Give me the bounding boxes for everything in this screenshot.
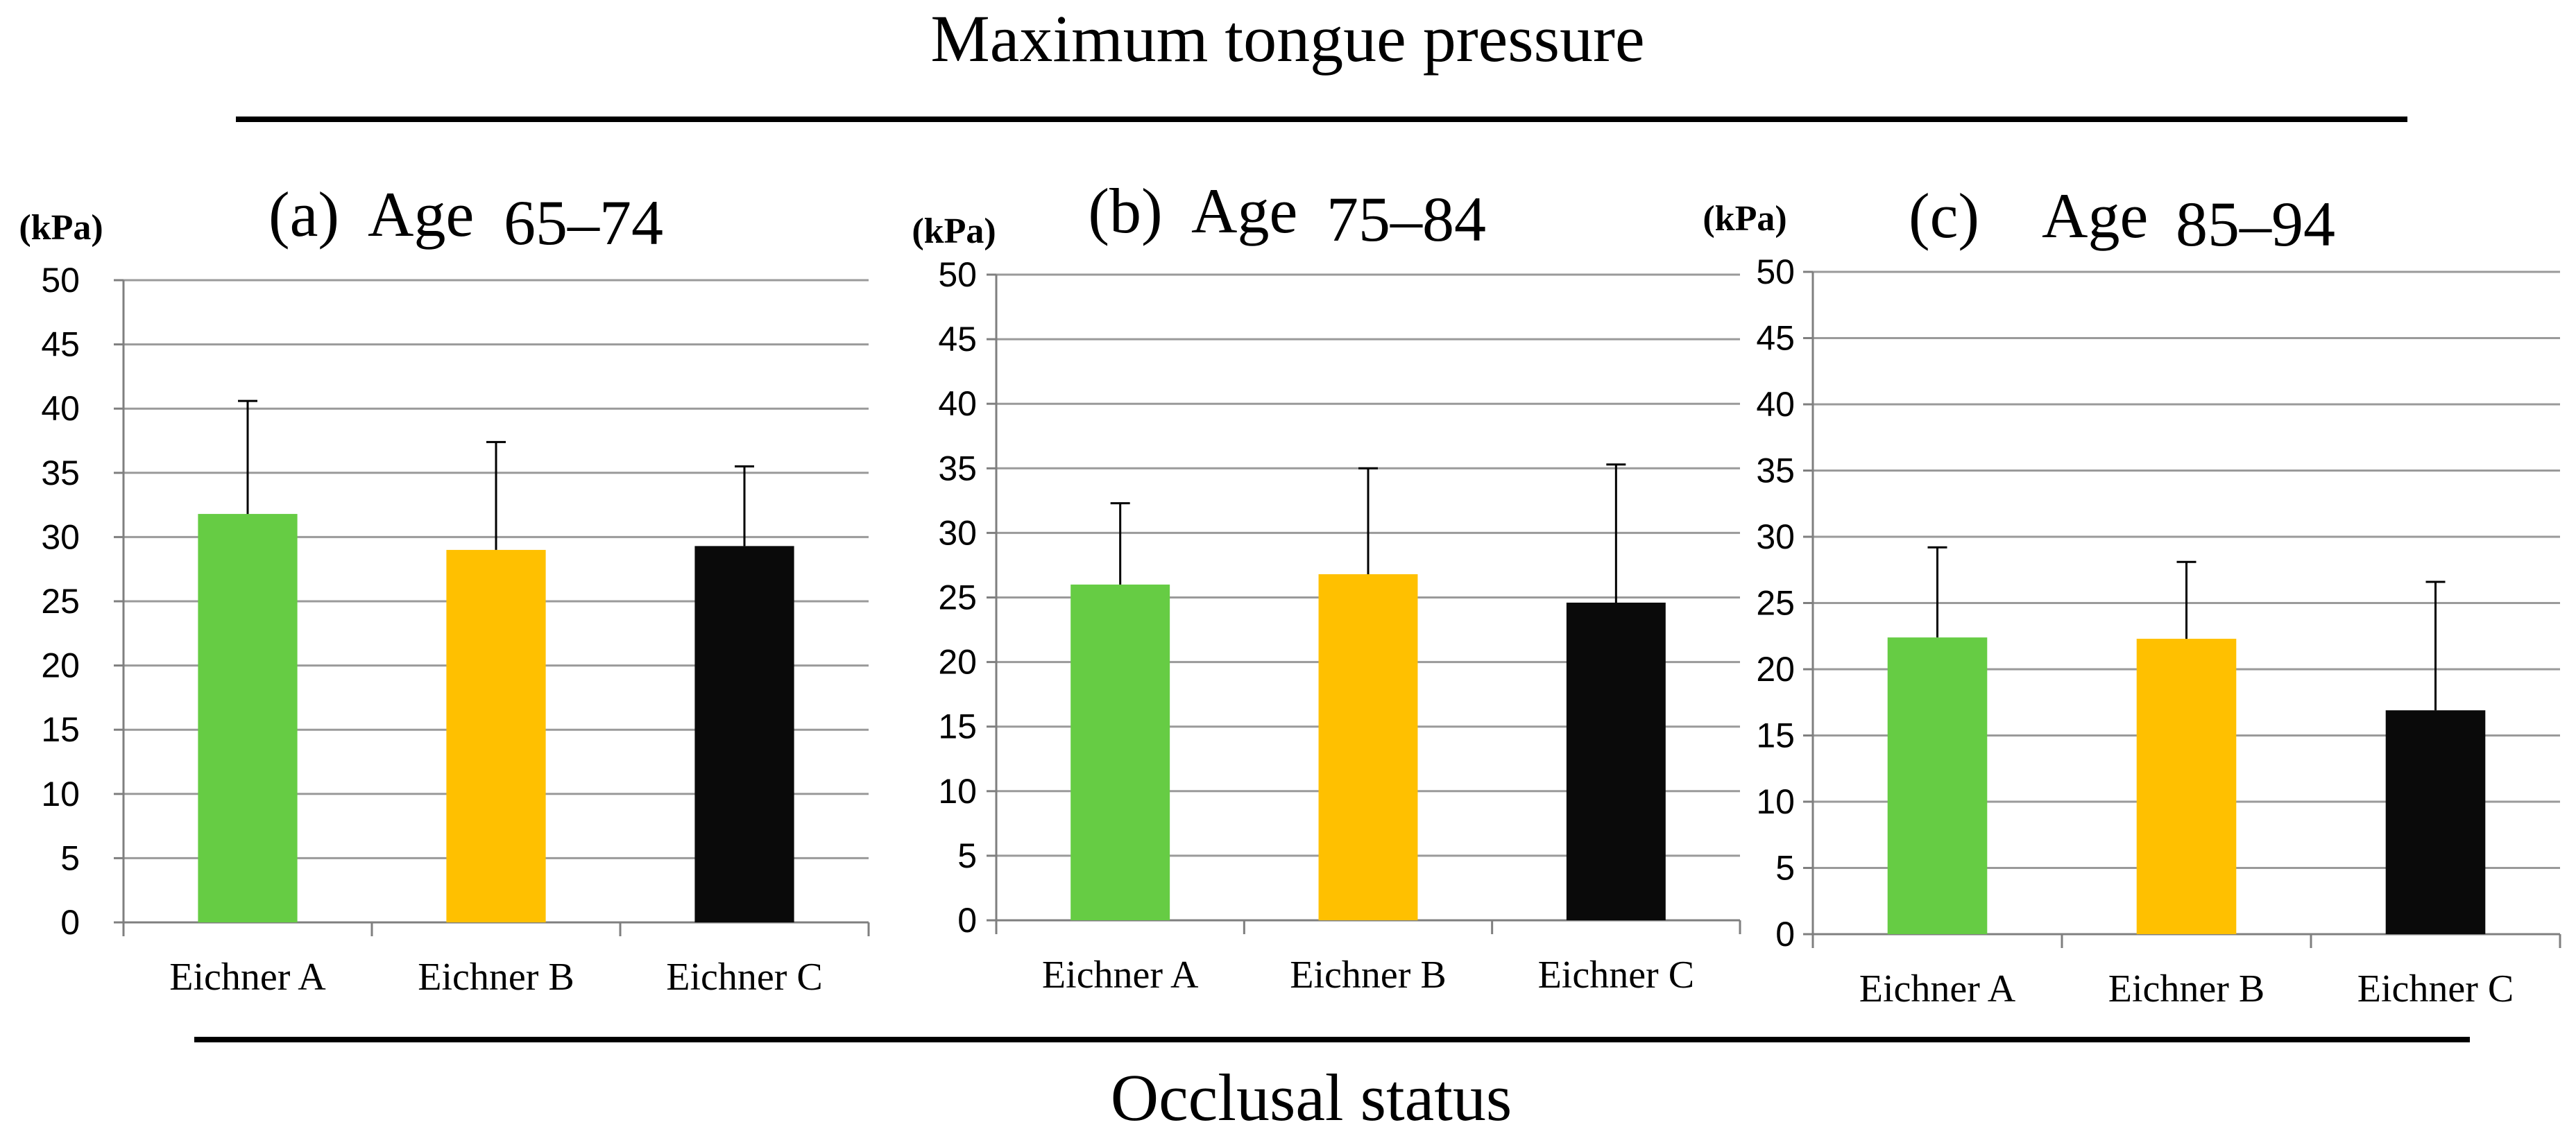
- panel-b-bar-eichner-c: [1566, 602, 1666, 920]
- panel-b: (b) Age 75–84 (kPa) 0 5 10 15 20 25 30 35 40 45 50 Eich…: [912, 175, 1741, 997]
- panel-b-category-label: Eichner B: [1290, 954, 1446, 997]
- panel-b-bar-eichner-a: [1071, 584, 1170, 920]
- panel-b-bar-eichner-b: [1318, 574, 1418, 920]
- panel-c-category-label: Eichner B: [2108, 967, 2264, 1010]
- panel-a-ytick-label: 0: [60, 903, 80, 942]
- panel-a-ytick-label: 15: [41, 710, 80, 749]
- panel-c-ytick-label: 25: [1756, 584, 1795, 623]
- panel-b-ytick-label: 25: [938, 578, 977, 617]
- panel-c-ytick-label: 5: [1775, 849, 1795, 888]
- panel-a-title-range: 65–74: [504, 187, 663, 258]
- panel-b-ytick-label: 40: [938, 384, 977, 423]
- panel-b-unit-label: (kPa): [912, 212, 996, 251]
- panel-c-ytick-label: 20: [1756, 650, 1795, 689]
- panel-c-unit-label: (kPa): [1703, 199, 1786, 239]
- panel-b-title-prefix: Age: [1191, 175, 1297, 246]
- panel-a-ytick-label: 45: [41, 325, 80, 364]
- panel-b-ytick-label: 0: [957, 901, 977, 940]
- panel-b-category-label: Eichner A: [1042, 954, 1199, 997]
- panel-a-ytick-label: 40: [41, 389, 80, 428]
- panel-b-title-range: 75–84: [1327, 184, 1486, 255]
- panel-c-ytick-label: 40: [1756, 385, 1795, 424]
- panel-c-ytick-label: 10: [1756, 782, 1795, 821]
- panel-c-bar-eichner-c: [2385, 710, 2486, 934]
- panel-c-ytick-label: 50: [1756, 252, 1795, 291]
- panel-c-category-label: Eichner C: [2357, 967, 2514, 1010]
- panel-b-ytick-label: 30: [938, 513, 977, 552]
- panel-b-category-label: Eichner C: [1538, 954, 1694, 997]
- panel-c-ytick-label: 30: [1756, 517, 1795, 556]
- panel-c-ytick-label: 0: [1775, 915, 1795, 954]
- panel-a-category-label: Eichner B: [418, 956, 574, 999]
- panel-c-ytick-label: 45: [1756, 319, 1795, 358]
- panel-b-ytick-label: 10: [938, 772, 977, 811]
- panel-c-bar-eichner-a: [1887, 637, 1988, 934]
- panel-a-title-prefix: Age: [368, 179, 474, 250]
- panel-b-ytick-label: 15: [938, 707, 977, 746]
- panel-a-category-label: Eichner C: [666, 956, 822, 999]
- panel-a-unit-label: (kPa): [19, 208, 103, 248]
- panel-a-ytick-label: 25: [41, 582, 80, 621]
- panel-c-title-label: (c): [1909, 180, 1979, 251]
- panel-a: (a) Age 65–74 (kPa) 0 5 10 15 20 25 30 35 40 45 50 Eich…: [19, 179, 870, 999]
- panel-b-title-label: (b): [1088, 175, 1162, 246]
- panel-a-bar-eichner-c: [694, 546, 794, 922]
- panel-c-title-prefix: Age: [2042, 180, 2148, 251]
- panel-b-ytick-label: 5: [957, 836, 977, 875]
- panel-a-ytick-label: 10: [41, 775, 80, 813]
- panel-a-category-label: Eichner A: [169, 956, 326, 999]
- panel-a-ytick-label: 30: [41, 517, 80, 556]
- panel-c-ytick-label: 15: [1756, 716, 1795, 755]
- panel-a-ytick-label: 35: [41, 454, 80, 492]
- panel-b-ytick-label: 50: [938, 255, 977, 294]
- panel-a-title-label: (a): [268, 179, 339, 250]
- panel-b-ytick-label: 45: [938, 320, 977, 359]
- panel-a-ytick-label: 20: [41, 646, 80, 685]
- figure-xlabel: Occlusal status: [1111, 1060, 1512, 1135]
- panel-c-category-label: Eichner A: [1859, 967, 2016, 1010]
- figure-title: Maximum tongue pressure: [930, 1, 1644, 76]
- panel-b-ytick-label: 20: [938, 643, 977, 682]
- panel-c-title-range: 85–94: [2176, 189, 2335, 259]
- panel-a-ytick-label: 5: [60, 838, 80, 877]
- panel-a-bar-eichner-b: [446, 549, 546, 922]
- panel-a-bar-eichner-a: [198, 514, 298, 922]
- panel-a-ytick-label: 50: [41, 261, 80, 300]
- panel-c-bar-eichner-b: [2136, 639, 2237, 934]
- panel-c-ytick-label: 35: [1756, 451, 1795, 490]
- panel-c: (c) Age 85–94 (kPa) 0 5 10 15 20 25 30 35 40 45 50 Eich…: [1703, 180, 2561, 1010]
- panel-b-ytick-label: 35: [938, 449, 977, 488]
